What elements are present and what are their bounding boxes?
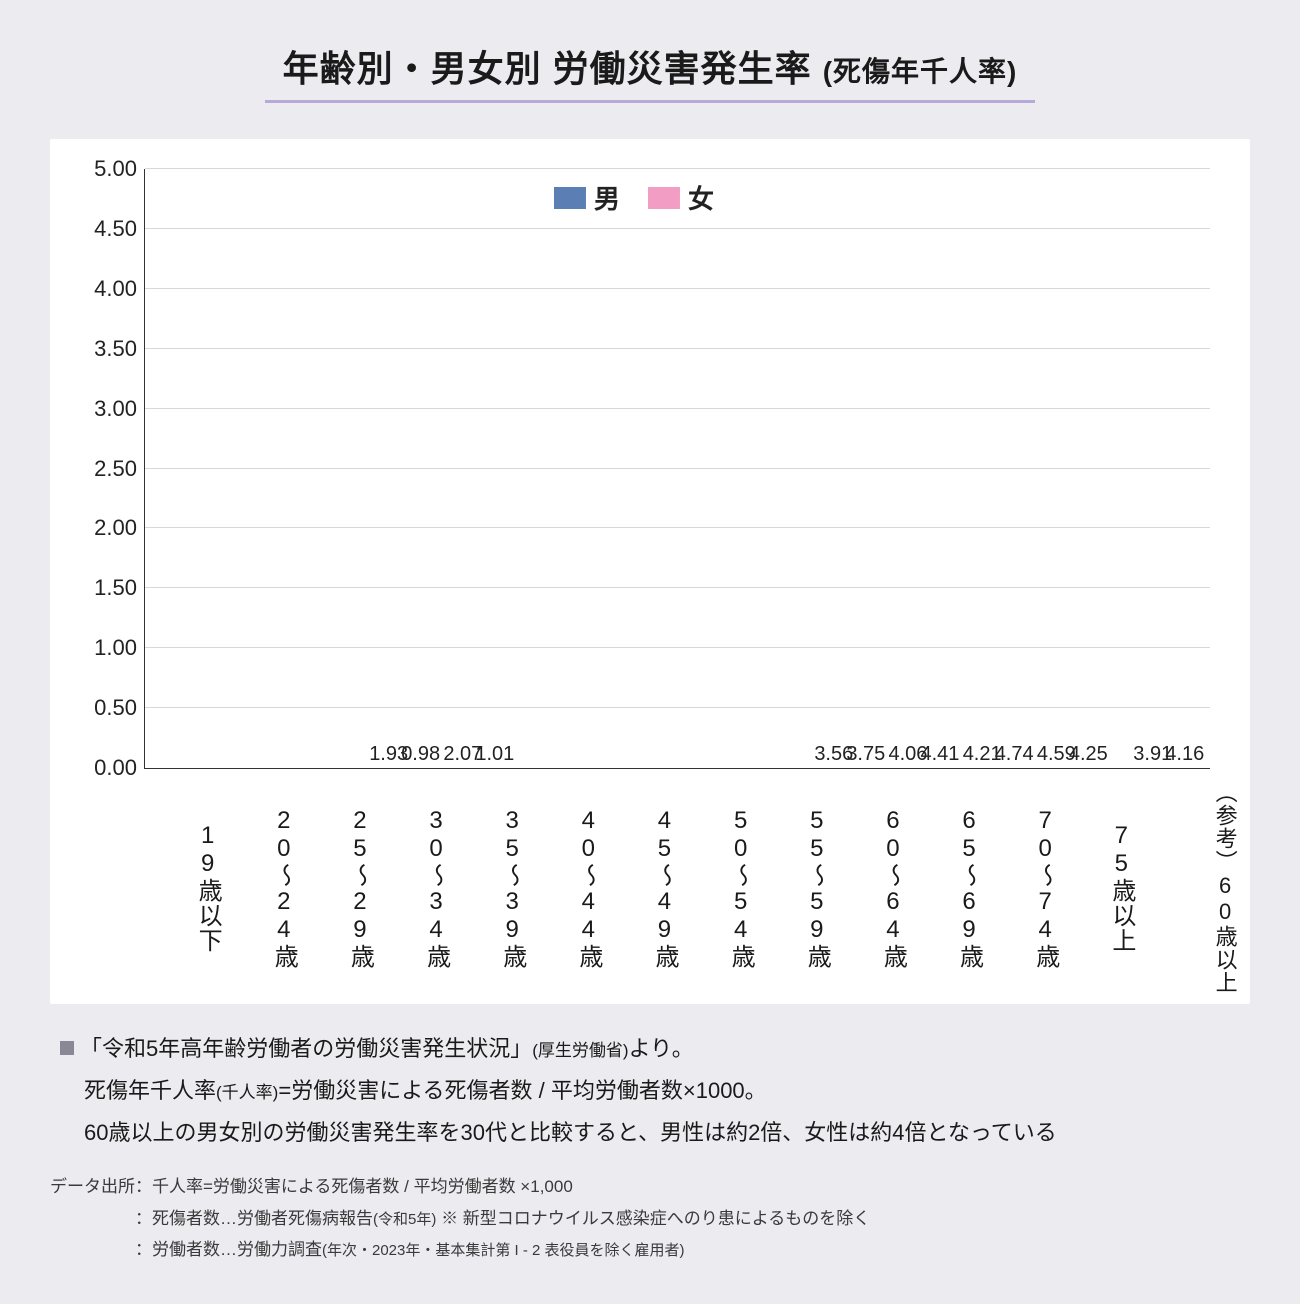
note-line-2: 死傷年千人率(千人率)=労働災害による死傷者数 / 平均労働者数×1000。 — [60, 1070, 1240, 1112]
y-tick-label: 3.50 — [81, 336, 137, 362]
x-tick-label: ︵参考︶60歳以上 — [1134, 779, 1237, 994]
plot: 1.930.982.071.013.563.754.064.414.214.74… — [144, 169, 1210, 769]
x-tick-label: 75歳以上 — [1058, 779, 1134, 994]
bullet-icon — [60, 1041, 74, 1055]
legend-item-female: 女 — [648, 179, 714, 216]
y-tick-label: 4.00 — [81, 276, 137, 302]
x-tick-label: 60〜64歳 — [829, 779, 905, 994]
x-tick-label: 65〜69歳 — [905, 779, 981, 994]
gridline — [145, 587, 1210, 588]
y-tick-label: 1.00 — [81, 635, 137, 661]
bar-value-label: 4.25 — [1069, 743, 1108, 766]
gridline — [145, 288, 1210, 289]
y-tick-label: 0.50 — [81, 695, 137, 721]
chart-plot-area: 1.930.982.071.013.563.754.064.414.214.74… — [144, 169, 1210, 769]
x-tick-label: 35〜39歳 — [449, 779, 525, 994]
legend-label-female: 女 — [688, 179, 714, 216]
gridline — [145, 228, 1210, 229]
title-main: 年齢別・男女別 労働災害発生率 — [283, 48, 812, 89]
gridline — [145, 408, 1210, 409]
note3: 60歳以上の男女別の労働災害発生率を30代と比較すると、男性は約2倍、女性は約4… — [84, 1120, 1057, 1145]
bar-value-label: 0.98 — [401, 743, 440, 766]
x-tick-label: 25〜29歳 — [296, 779, 372, 994]
gridline — [145, 468, 1210, 469]
source-l2: ：死傷者数…労働者死傷病報告(令和5年) ※ 新型コロナウイルス感染症へのり患に… — [135, 1203, 870, 1234]
x-tick-label: 50〜54歳 — [677, 779, 753, 994]
title-sub: (死傷年千人率) — [823, 56, 1018, 87]
page-title: 年齢別・男女別 労働災害発生率 (死傷年千人率) — [50, 40, 1250, 92]
note2c: =労働災害による死傷者数 / 平均労働者数×1000。 — [278, 1078, 766, 1103]
sl2a: ：死傷者数…労働者死傷病報告 — [135, 1209, 373, 1228]
data-source: データ出所 ：千人率=労働災害による死傷者数 / 平均労働者数 ×1,000 デ… — [50, 1171, 1250, 1265]
source-line-3: データ出所 ：労働者数…労働力調査(年次・2023年・基本集計第 I - 2 表… — [50, 1234, 1250, 1265]
x-tick-label: 30〜34歳 — [372, 779, 448, 994]
note1b: (厚生労働省) — [532, 1041, 628, 1060]
y-tick-label: 5.00 — [81, 156, 137, 182]
bar-value-label: 3.75 — [846, 743, 885, 766]
source-l3: ：労働者数…労働力調査(年次・2023年・基本集計第 I - 2 表役員を除く雇… — [135, 1234, 685, 1265]
note-line-3: 60歳以上の男女別の労働災害発生率を30代と比較すると、男性は約2倍、女性は約4… — [60, 1112, 1240, 1154]
note2a: 死傷年千人率 — [84, 1078, 216, 1103]
notes: 「令和5年高年齢労働者の労働災害発生状況」(厚生労働省)より。 死傷年千人率(千… — [50, 1028, 1250, 1153]
source-l1: ：千人率=労働災害による死傷者数 / 平均労働者数 ×1,000 — [135, 1171, 573, 1202]
x-tick-label: 19歳以下 — [144, 779, 220, 994]
legend-item-male: 男 — [554, 179, 620, 216]
source-line-2: データ出所 ：死傷者数…労働者死傷病報告(令和5年) ※ 新型コロナウイルス感染… — [50, 1203, 1250, 1234]
gridline — [145, 348, 1210, 349]
gridline — [145, 527, 1210, 528]
sl3a: ：労働者数…労働力調査 — [135, 1240, 322, 1259]
note1c: より。 — [629, 1036, 694, 1061]
bar-value-label: 4.16 — [1165, 743, 1204, 766]
legend-swatch-female — [648, 187, 680, 209]
y-tick-label: 2.50 — [81, 456, 137, 482]
y-tick-label: 0.00 — [81, 755, 137, 781]
y-tick-label: 2.00 — [81, 515, 137, 541]
x-tick-label: 20〜24歳 — [220, 779, 296, 994]
legend: 男 女 — [554, 179, 714, 216]
gridline — [145, 168, 1210, 169]
y-tick-label: 1.50 — [81, 575, 137, 601]
note2b: (千人率) — [216, 1083, 278, 1102]
chart-container: 男 女 1.930.982.071.013.563.754.064.414.21… — [50, 139, 1250, 1004]
bar-value-label: 4.74 — [995, 743, 1034, 766]
x-axis-labels: 19歳以下20〜24歳25〜29歳30〜34歳35〜39歳40〜44歳45〜49… — [144, 779, 1210, 994]
source-line-1: データ出所 ：千人率=労働災害による死傷者数 / 平均労働者数 ×1,000 — [50, 1171, 1250, 1202]
sl2b: (令和5年) — [373, 1211, 436, 1228]
bar-value-label: 1.01 — [475, 743, 514, 766]
bar-value-label: 4.41 — [921, 743, 960, 766]
source-prefix: データ出所 — [50, 1171, 135, 1202]
y-tick-label: 3.00 — [81, 396, 137, 422]
sl2c: ※ 新型コロナウイルス感染症へのり患によるものを除く — [436, 1209, 870, 1228]
x-tick-label: 55〜59歳 — [753, 779, 829, 994]
legend-label-male: 男 — [594, 179, 620, 216]
gridline — [145, 647, 1210, 648]
legend-swatch-male — [554, 187, 586, 209]
x-tick-label: 45〜49歳 — [601, 779, 677, 994]
x-tick-label: 70〜74歳 — [982, 779, 1058, 994]
y-tick-label: 4.50 — [81, 216, 137, 242]
sl3b: (年次・2023年・基本集計第 I - 2 表役員を除く雇用者) — [322, 1242, 685, 1259]
note1a: 「令和5年高年齢労働者の労働災害発生状況」 — [80, 1036, 532, 1061]
note-line-1: 「令和5年高年齢労働者の労働災害発生状況」(厚生労働省)より。 — [60, 1028, 1240, 1070]
x-tick-label: 40〜44歳 — [525, 779, 601, 994]
gridline — [145, 707, 1210, 708]
title-underline — [265, 100, 1035, 103]
bars-container: 1.930.982.071.013.563.754.064.414.214.74… — [145, 169, 1210, 768]
